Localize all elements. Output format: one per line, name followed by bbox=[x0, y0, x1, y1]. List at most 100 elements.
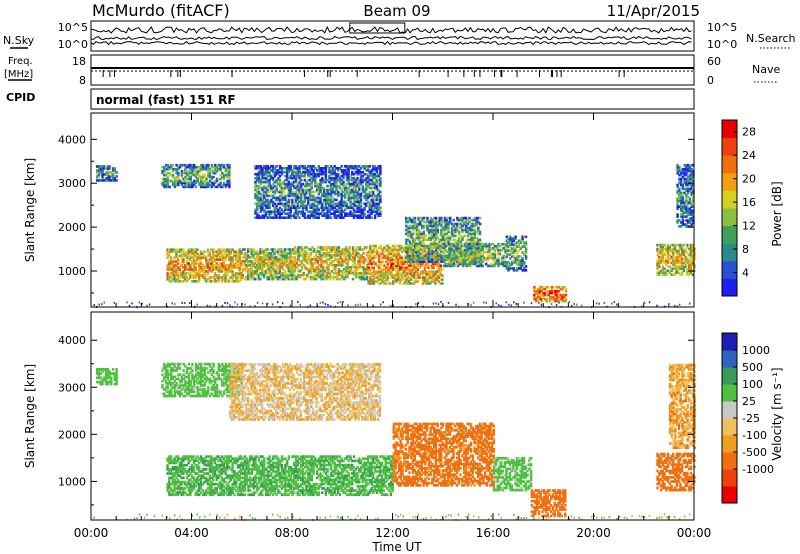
station-title: McMurdo (fitACF) bbox=[92, 1, 230, 20]
velocity-echo-region bbox=[530, 489, 567, 518]
y-tick-label: 3000 bbox=[58, 381, 86, 394]
noise-marker bbox=[349, 22, 406, 34]
power-colorbar-segment bbox=[722, 208, 737, 227]
noise-search-label: N.Search bbox=[746, 32, 796, 45]
velocity-colorbar-tick-label: -500 bbox=[742, 446, 767, 459]
power-echo-region bbox=[161, 163, 231, 189]
power-colorbar: 4 8 12 16 20 24 28 bbox=[721, 119, 756, 297]
cpid-label: CPID bbox=[6, 91, 35, 104]
nave-label: Nave bbox=[752, 63, 780, 76]
cpid-value: normal (fast) 151 RF bbox=[96, 93, 236, 107]
velocity-echo-region bbox=[668, 363, 696, 450]
velocity-echo-region bbox=[229, 363, 382, 421]
power-colorbar-segment bbox=[722, 172, 737, 191]
power-colorbar-segment bbox=[722, 260, 737, 279]
power-ylabel: Slant Range [km] bbox=[23, 158, 37, 262]
velocity-colorbar-segment bbox=[722, 367, 737, 385]
noise-strip: N.Sky 10^5 10^0 10^5 10^0 N.Search bbox=[3, 20, 796, 52]
power-echo-region bbox=[505, 235, 528, 272]
power-colorbar-tick-label: 28 bbox=[742, 126, 756, 139]
velocity-colorbar-segment bbox=[722, 350, 737, 368]
date-title: 11/Apr/2015 bbox=[607, 2, 700, 20]
y-tick-label: 3000 bbox=[58, 177, 86, 190]
noise-trace bbox=[90, 25, 692, 34]
velocity-echo-region bbox=[96, 368, 118, 386]
velocity-colorbar-segment bbox=[722, 452, 737, 470]
noise-trace bbox=[90, 35, 692, 41]
power-echo-region bbox=[96, 165, 118, 182]
velocity-colorbar-tick-label: -25 bbox=[742, 412, 760, 425]
power-colorbar-frame bbox=[721, 119, 738, 297]
velocity-ylabel: Slant Range [km] bbox=[23, 364, 37, 468]
power-colorbar-tick-label: 8 bbox=[742, 243, 749, 256]
x-tick-label: 16:00 bbox=[476, 526, 511, 540]
velocity-echo-region bbox=[656, 452, 696, 492]
power-echo-region bbox=[292, 246, 369, 281]
nave-tick-top: 60 bbox=[707, 55, 721, 68]
power-colorbar-segment bbox=[722, 278, 737, 297]
power-echo-region bbox=[166, 248, 243, 283]
velocity-colorbar-label: Velocity [m s⁻¹] bbox=[770, 367, 784, 460]
power-colorbar-segment bbox=[722, 243, 737, 262]
power-colorbar-tick-label: 24 bbox=[742, 149, 756, 162]
velocity-colorbar-segment bbox=[722, 469, 737, 487]
x-tick-label: 08:00 bbox=[275, 526, 310, 540]
x-tick-label: 04:00 bbox=[174, 526, 209, 540]
velocity-panel: 1000 2000 3000 4000 Slant Range [km] bbox=[23, 311, 696, 521]
velocity-colorbar-tick-label: 1000 bbox=[742, 344, 770, 357]
power-echo-region bbox=[254, 165, 382, 219]
x-tick-label: 00:00 bbox=[74, 526, 109, 540]
noise-left-tick-top: 10^5 bbox=[58, 21, 88, 34]
velocity-colorbar-segment bbox=[722, 401, 737, 419]
x-tick-label: 20:00 bbox=[576, 526, 611, 540]
x-axis-label: Time UT bbox=[371, 540, 422, 554]
power-colorbar-segment bbox=[722, 137, 737, 156]
power-colorbar-segment bbox=[722, 155, 737, 174]
noise-right-tick-top: 10^5 bbox=[707, 21, 737, 34]
power-echo-region bbox=[533, 285, 568, 303]
beam-title: Beam 09 bbox=[363, 2, 430, 20]
velocity-colorbar-segment bbox=[722, 333, 737, 351]
velocity-echo-region bbox=[392, 422, 496, 487]
velocity-colorbar-tick-label: 100 bbox=[742, 378, 763, 391]
y-tick-label: 1000 bbox=[58, 265, 86, 278]
power-colorbar-segment bbox=[722, 120, 737, 139]
velocity-colorbar-segment bbox=[722, 435, 737, 453]
power-panel: 1000 2000 3000 4000 Slant Range [km] bbox=[23, 112, 696, 309]
power-colorbar-segment bbox=[722, 190, 737, 209]
velocity-echo-region bbox=[166, 455, 394, 497]
power-colorbar-tick-label: 4 bbox=[742, 267, 749, 280]
velocity-colorbar-segment bbox=[722, 418, 737, 436]
velocity-colorbar-segment bbox=[722, 486, 737, 504]
y-tick-label: 4000 bbox=[58, 133, 86, 146]
noise-trace bbox=[90, 40, 692, 46]
noise-left-tick-bottom: 10^0 bbox=[58, 38, 88, 51]
freq-label: Freq. bbox=[8, 56, 33, 67]
y-tick-label: 2000 bbox=[58, 428, 86, 441]
y-tick-label: 2000 bbox=[58, 221, 86, 234]
x-tick-label: 00:00 bbox=[677, 526, 712, 540]
freq-unit-label: [MHz] bbox=[4, 69, 33, 80]
power-colorbar-segment bbox=[722, 225, 737, 244]
y-tick-label: 1000 bbox=[58, 475, 86, 488]
cpid-strip: CPID normal (fast) 151 RF bbox=[6, 88, 695, 110]
power-echo-region bbox=[241, 248, 294, 281]
power-colorbar-tick-label: 20 bbox=[742, 173, 756, 186]
y-tick-label: 4000 bbox=[58, 334, 86, 347]
freq-strip: Freq. [MHz] 18 8 60 0 Nave bbox=[4, 54, 780, 87]
velocity-colorbar: 1000 500 100 25 -25 -100 -500 -1000 bbox=[721, 332, 774, 504]
velocity-colorbar-tick-label: 25 bbox=[742, 395, 756, 408]
noise-sky-label: N.Sky bbox=[3, 34, 35, 47]
power-echo-region bbox=[676, 163, 695, 228]
velocity-colorbar-tick-label: -100 bbox=[742, 429, 767, 442]
freq-tick-bottom: 8 bbox=[79, 74, 86, 87]
freq-tick-top: 18 bbox=[72, 55, 86, 68]
nave-tick-bottom: 0 bbox=[707, 74, 714, 87]
power-echo-region bbox=[442, 242, 507, 268]
velocity-colorbar-tick-label: -1000 bbox=[742, 463, 774, 476]
noise-right-tick-bottom: 10^0 bbox=[707, 38, 737, 51]
x-tick-label: 12:00 bbox=[375, 526, 410, 540]
velocity-colorbar-tick-label: 500 bbox=[742, 361, 763, 374]
power-echo-region bbox=[656, 243, 696, 276]
